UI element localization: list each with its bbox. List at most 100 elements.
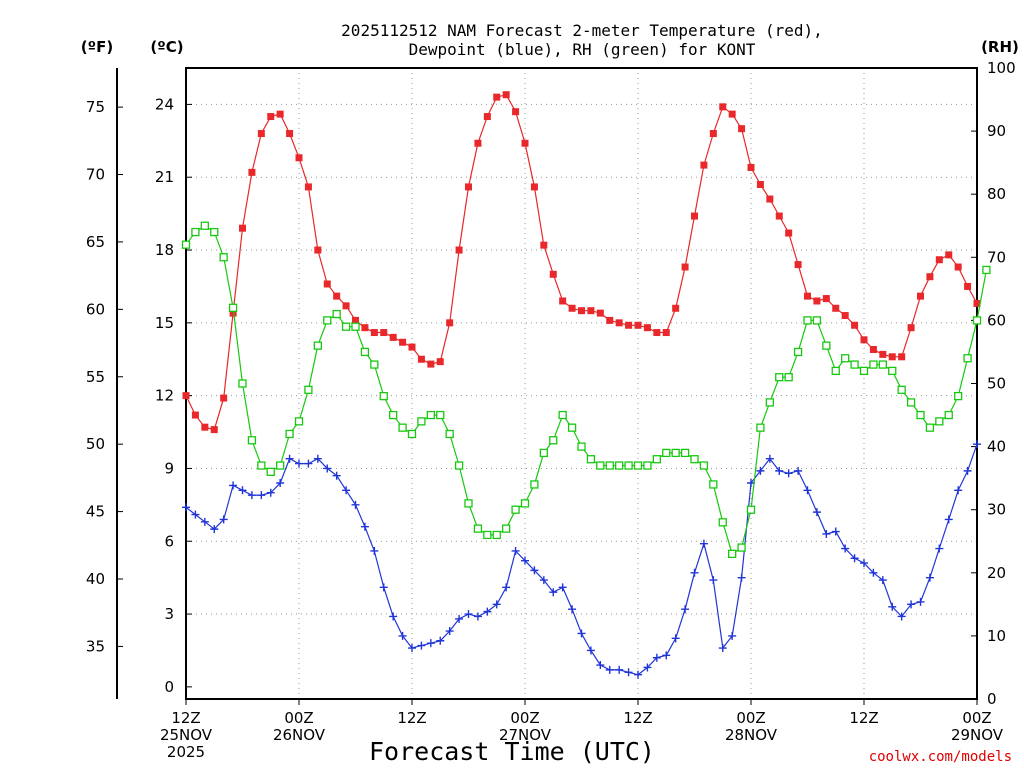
x-tick-label: 28NOV	[725, 726, 778, 744]
dewpoint-point	[671, 634, 680, 643]
temperature-point	[276, 110, 284, 118]
chart-subtitle: Dewpoint (blue), RH (green) for KONT	[409, 40, 756, 59]
celsius-tick-label: 18	[155, 241, 174, 259]
rh-point	[181, 240, 191, 249]
dewpoint-point	[370, 546, 379, 555]
temperature-point	[380, 329, 388, 337]
temperature-point	[220, 394, 228, 402]
temperature-point	[286, 130, 294, 138]
rh-tick-label: 80	[987, 185, 1006, 203]
temperature-point	[794, 261, 802, 269]
rh-point	[615, 461, 624, 470]
dewpoint-point	[718, 644, 727, 653]
fahrenheit-tick-label: 55	[86, 368, 105, 386]
dewpoint-point	[634, 670, 642, 679]
rh-point	[351, 322, 360, 331]
dewpoint-point	[831, 527, 840, 536]
dewpoint-point	[690, 568, 699, 577]
rh-point	[445, 429, 454, 439]
temperature-point	[615, 319, 623, 327]
dewpoint-point	[907, 600, 916, 609]
rh-point	[699, 461, 709, 470]
fahrenheit-tick-label: 75	[86, 98, 105, 116]
rh-point	[605, 461, 614, 470]
rh-point	[954, 391, 963, 401]
dewpoint-point	[944, 515, 953, 524]
dewpoint-point	[313, 454, 322, 463]
temperature-point	[841, 312, 849, 320]
rh-point	[935, 417, 944, 426]
rh-point	[972, 316, 982, 325]
dewpoint-point	[464, 610, 473, 619]
rh-point	[624, 461, 633, 470]
rh-point	[426, 410, 435, 420]
rh-point	[323, 316, 332, 325]
x-tick-label: 27NOV	[499, 726, 552, 744]
dewpoint-point	[765, 454, 774, 463]
dewpoint-point	[662, 651, 671, 660]
dewpoint-point	[756, 466, 765, 475]
dewpoint-point	[841, 544, 850, 553]
temperature-point	[295, 154, 303, 162]
temperature-point	[314, 246, 322, 254]
rh-tick-label: 40	[987, 438, 1006, 456]
dewpoint-point	[530, 566, 539, 575]
temperature-point	[935, 256, 943, 264]
x-tick-label: 12Z	[849, 709, 878, 727]
temperature-point	[408, 343, 416, 351]
temperature-point	[804, 292, 811, 300]
temperature-point	[738, 125, 746, 133]
temperature-point	[898, 353, 906, 361]
temperature-point	[370, 329, 378, 337]
dewpoint-point	[973, 440, 981, 449]
temperature-point	[907, 324, 915, 332]
x-tick-label: 00Z	[962, 709, 991, 727]
dewpoint-point	[502, 583, 511, 592]
rh-point	[530, 480, 539, 489]
rh-point	[200, 221, 209, 230]
temperature-point	[229, 309, 237, 317]
temperature-point	[869, 346, 877, 354]
dewpoint-point	[417, 641, 426, 650]
plot-frame	[185, 67, 978, 700]
dewpoint-point	[812, 508, 821, 517]
dewpoint-point	[728, 631, 737, 640]
rh-point	[511, 505, 520, 514]
series-temperature	[182, 91, 981, 434]
temperature-point	[361, 324, 369, 332]
series-dewpoint	[182, 440, 981, 679]
celsius-tick-label: 9	[164, 459, 174, 477]
temperature-point	[832, 304, 840, 312]
celsius-tick-label: 21	[155, 168, 174, 186]
temperature-point	[587, 307, 595, 315]
dewpoint-point	[238, 486, 247, 495]
dewpoint-point	[511, 546, 520, 555]
temperature-point	[323, 280, 331, 288]
rh-point	[944, 410, 953, 420]
dewpoint-point	[483, 607, 492, 616]
temperature-point	[700, 161, 708, 169]
temperature-point	[342, 302, 350, 310]
temperature-point	[559, 297, 567, 305]
rh-point	[897, 385, 906, 394]
rh-point	[520, 499, 530, 508]
dewpoint-point	[822, 529, 831, 538]
dewpoint-point	[794, 466, 803, 475]
dewpoint-point	[229, 481, 238, 490]
dewpoint-point	[389, 612, 398, 621]
fahrenheit-tick-label: 70	[86, 166, 105, 184]
dewpoint-point	[954, 486, 963, 495]
temperature-point	[888, 353, 896, 361]
rh-point	[765, 398, 774, 407]
rh-point	[247, 436, 257, 445]
rh-point	[916, 410, 925, 420]
dewpoint-point	[398, 631, 407, 640]
dewpoint-line	[185, 444, 978, 676]
rh-point	[963, 354, 972, 363]
celsius-tick-label: 15	[155, 314, 174, 332]
rh-point	[370, 360, 379, 369]
temperature-point	[860, 336, 868, 344]
x-tick-label: 26NOV	[273, 726, 326, 744]
rh-point	[473, 524, 483, 533]
dewpoint-point	[295, 459, 303, 468]
